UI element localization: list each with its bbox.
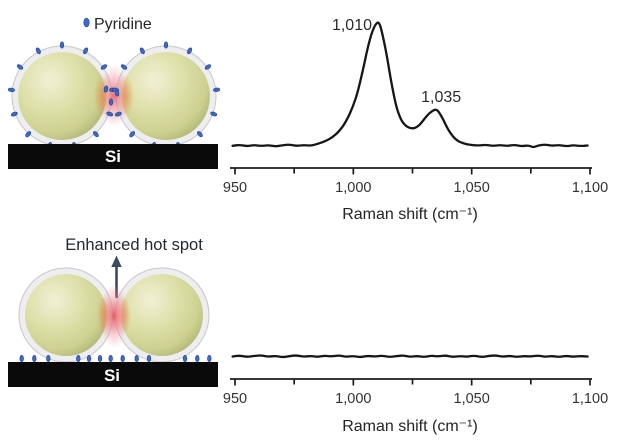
- hot-spot-arrowhead: [111, 255, 122, 267]
- pyridine-molecule-dot: [19, 354, 24, 363]
- si-substrate-label: Si: [105, 147, 121, 166]
- hot-spot-glow-core: [106, 298, 122, 334]
- pyridine-molecule-dot: [10, 111, 18, 117]
- pyridine-molecule-dot: [207, 354, 212, 363]
- spectrum-plot-top: 950 1,000 1,050 1,100 1,010 1,035: [223, 17, 608, 196]
- x-axis-tick-label: 1,050: [454, 391, 490, 407]
- pyridine-molecule-dot: [108, 98, 114, 106]
- x-axis-title: Raman shift (cm⁻¹): [342, 206, 478, 223]
- pyridine-molecule-dot: [108, 354, 113, 363]
- x-axis-tick-label: 1,100: [572, 391, 608, 407]
- peak-annotation: 1,010: [332, 17, 372, 34]
- x-axis-title: Raman shift (cm⁻¹): [342, 418, 478, 435]
- pyridine-molecule-dot: [16, 64, 24, 70]
- pyridine-molecule-dot: [129, 131, 136, 138]
- pyridine-molecule-dot: [146, 354, 152, 363]
- pyridine-molecule-dot: [32, 354, 37, 363]
- spectrum-panel-top: 950 1,000 1,050 1,100 1,010 1,035 Raman shift…: [223, 17, 608, 223]
- pyridine-molecule-dot: [182, 354, 188, 363]
- pyridine-dots-on-shells: [7, 41, 221, 149]
- pyridine-molecule-dot: [86, 354, 92, 363]
- hot-spot-glow: [99, 65, 129, 127]
- pyridine-molecule-dot: [120, 354, 125, 363]
- pyridine-molecule-dot: [7, 87, 15, 93]
- pyridine-molecule-dot: [197, 131, 203, 138]
- spectrum-panel-bottom: 950 1,000 1,050 1,100 Raman shift (cm⁻¹): [223, 354, 608, 435]
- pyridine-dots-in-gap: [103, 85, 120, 106]
- x-axis-tick-label: 1,100: [572, 180, 608, 196]
- si-substrate: [8, 144, 218, 169]
- nanoparticle-sphere: [121, 274, 203, 356]
- x-axis-tick-label: 1,050: [454, 180, 490, 196]
- spectrum-plot-bottom: 950 1,000 1,050 1,100: [223, 354, 608, 407]
- pyridine-molecule-dot: [204, 64, 212, 70]
- pyridine-molecule-dot: [134, 354, 139, 363]
- nanoparticle-sphere: [18, 52, 106, 140]
- spectrum-curve: [231, 354, 589, 359]
- pyridine-molecule-dot: [106, 111, 114, 117]
- pyridine-molecule-dot: [213, 87, 221, 92]
- pyridine-molecule-dot: [210, 111, 218, 117]
- pyridine-legend-dot-icon: [83, 17, 90, 28]
- pyridine-legend-label: Pyridine: [94, 16, 152, 33]
- pyridine-molecule-dot: [76, 354, 81, 363]
- nanoparticle-sphere: [122, 52, 210, 140]
- pyridine-molecule-dot: [35, 47, 41, 55]
- pyridine-molecule-dot: [93, 131, 99, 138]
- nanoparticle-sphere: [25, 274, 107, 356]
- x-axis-tick-label: 950: [223, 391, 247, 407]
- x-axis-tick-label: 1,000: [335, 391, 371, 407]
- x-axis-tick-label: 1,000: [335, 180, 371, 196]
- pyridine-molecule-dot: [187, 47, 193, 55]
- pyridine-molecule-dot: [59, 41, 65, 49]
- schematic-dimer-with-pyridine: Pyridine Si: [7, 16, 221, 169]
- pyridine-molecule-dot: [163, 41, 169, 49]
- spectrum-curve: [231, 21, 589, 149]
- enhanced-hot-spot-label: Enhanced hot spot: [65, 236, 203, 254]
- pyridine-molecule-dot: [195, 354, 200, 363]
- pyridine-molecule-dot: [114, 89, 120, 97]
- pyridine-molecule-dot: [120, 64, 128, 70]
- pyridine-molecule-dot: [114, 111, 122, 117]
- pyridine-molecule-dot: [46, 354, 51, 363]
- pyridine-molecule-dot: [100, 64, 108, 70]
- pyridine-molecule-dot: [97, 354, 103, 363]
- pyridine-molecule-dot: [103, 85, 109, 93]
- pyridine-molecule-dot: [25, 131, 32, 138]
- si-substrate: [8, 362, 218, 387]
- pyridine-molecule-dot: [139, 47, 145, 55]
- x-axis-tick-label: 950: [223, 180, 247, 196]
- pyridine-molecule-dot: [83, 47, 89, 55]
- si-substrate-label: Si: [104, 366, 120, 385]
- schematic-dimer-hot-spot: Enhanced hot spot Si: [8, 236, 218, 387]
- pyridine-dots-on-substrate: [19, 354, 212, 363]
- peak-annotation: 1,035: [421, 89, 461, 106]
